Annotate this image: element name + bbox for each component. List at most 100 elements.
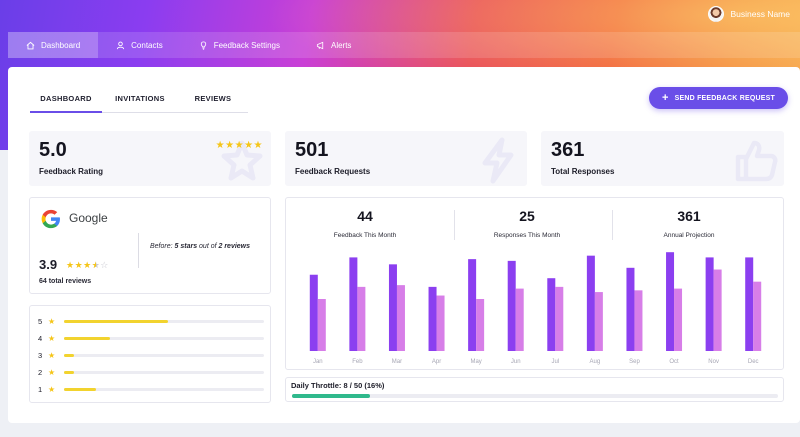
kpi-label: Annual Projection — [663, 232, 715, 239]
kpi-divider — [612, 210, 613, 240]
monthly-chart-card: 44 Feedback This Month 25 Responses This… — [285, 197, 784, 370]
daily-throttle: Daily Throttle: 8 / 50 (16%) — [285, 377, 784, 402]
kpi-responses-this-month: 25 Responses This Month — [452, 208, 602, 239]
bar-responses-mar[interactable] — [396, 285, 405, 351]
divider — [138, 233, 139, 268]
bar-responses-jul[interactable] — [555, 286, 564, 351]
before-reviews: 2 reviews — [218, 243, 251, 250]
nav-dashboard[interactable]: Dashboard — [8, 32, 99, 58]
rating-distribution-card: 5 ★ 4 ★ 3 ★ 2 ★ 1 ★ — [29, 305, 271, 403]
bar-requests-sep[interactable] — [626, 267, 635, 351]
before-prefix: Before: — [150, 243, 175, 250]
distribution-stars: 2 — [38, 367, 43, 377]
star-icon: ★ — [48, 384, 56, 394]
nav-contacts[interactable]: Contacts — [98, 32, 181, 58]
avatar[interactable] — [708, 6, 725, 22]
bar-responses-oct[interactable] — [674, 288, 683, 351]
nav-label: Dashboard — [41, 40, 81, 50]
send-feedback-request-label: SEND FEEDBACK REQUEST — [674, 94, 775, 102]
kpi-label: Responses This Month — [493, 232, 561, 239]
distribution-stars: 3 — [38, 350, 43, 360]
distribution-row-2: 2 ★ — [38, 367, 264, 377]
distribution-track — [64, 387, 264, 391]
bulb-icon — [200, 40, 206, 50]
bar-responses-feb[interactable] — [357, 286, 366, 351]
throttle-fill — [292, 394, 370, 398]
user-menu[interactable]: Business Name — [708, 6, 790, 22]
x-tick-label: Dec — [748, 359, 759, 365]
megaphone-icon — [316, 41, 324, 49]
google-reviews-card: Google Before: 5 stars out of 2 reviews … — [29, 197, 271, 294]
distribution-track — [64, 353, 264, 357]
bolt-decoration-icon — [482, 137, 514, 184]
x-tick-label: May — [470, 359, 481, 365]
bar-requests-jan[interactable] — [309, 274, 318, 351]
x-tick-label: Aug — [590, 359, 601, 365]
distribution-fill — [64, 353, 74, 357]
rating-stars: ★★★★★ — [215, 140, 263, 151]
rating-label: Feedback Rating — [39, 167, 104, 176]
nav-label: Feedback Settings — [213, 40, 280, 50]
throttle-track — [292, 394, 778, 398]
bar-requests-may[interactable] — [468, 259, 477, 351]
before-mid: out of — [197, 243, 219, 250]
bar-responses-aug[interactable] — [594, 292, 603, 351]
top-bar: Business Name — [0, 0, 800, 30]
bar-requests-jul[interactable] — [547, 278, 556, 351]
plus-icon: + — [662, 91, 669, 104]
bar-requests-mar[interactable] — [388, 264, 397, 351]
kpi-annual-projection: 361 Annual Projection — [614, 208, 764, 239]
x-tick-label: Oct — [669, 359, 679, 365]
tab-invitations[interactable]: INVITATIONS — [115, 94, 165, 103]
bar-requests-nov[interactable] — [705, 257, 714, 351]
google-rating-stars: ★★★★★☆ — [66, 260, 109, 270]
user-icon — [117, 41, 125, 49]
distribution-track — [64, 319, 264, 323]
kpi-value: 44 — [357, 208, 373, 224]
google-logo-icon — [41, 209, 60, 229]
distribution-fill — [64, 370, 74, 374]
google-rating-value: 3.9 — [39, 257, 58, 272]
bar-requests-oct[interactable] — [666, 252, 675, 351]
distribution-track — [64, 370, 264, 374]
kpi-divider — [454, 210, 455, 240]
before-reviews-note: Before: 5 stars out of 2 reviews — [150, 243, 250, 250]
tab-reviews[interactable]: REVIEWS — [194, 94, 232, 103]
distribution-row-5: 5 ★ — [38, 316, 264, 326]
bar-responses-jun[interactable] — [515, 288, 524, 351]
x-tick-label: Jun — [511, 359, 521, 365]
bar-requests-jun[interactable] — [507, 260, 516, 351]
bar-responses-apr[interactable] — [436, 295, 445, 351]
bar-requests-feb[interactable] — [349, 257, 358, 351]
main-nav: Dashboard Contacts Feedback Settings Ale… — [8, 32, 800, 58]
distribution-row-1: 1 ★ — [38, 384, 264, 394]
rating-value: 5.0 — [39, 139, 67, 161]
requests-label: Feedback Requests — [295, 167, 371, 176]
bar-responses-nov[interactable] — [713, 269, 722, 351]
stat-total-responses: 361 Total Responses — [541, 131, 784, 186]
google-name: Google — [69, 211, 108, 225]
x-tick-label: Jan — [313, 359, 323, 365]
business-name[interactable]: Business Name — [730, 9, 790, 19]
distribution-fill — [64, 336, 110, 340]
tab-dashboard[interactable]: DASHBOARD — [30, 90, 102, 113]
x-tick-label: Apr — [432, 359, 441, 365]
nav-alerts[interactable]: Alerts — [298, 32, 369, 58]
bar-requests-apr[interactable] — [428, 286, 437, 351]
bar-responses-jan[interactable] — [317, 299, 326, 351]
thumbs-up-decoration-icon — [735, 140, 778, 182]
distribution-fill — [64, 387, 96, 391]
nav-feedback-settings[interactable]: Feedback Settings — [181, 32, 298, 58]
kpi-label: Feedback This Month — [333, 232, 397, 239]
bar-requests-dec[interactable] — [745, 257, 754, 351]
stat-feedback-requests: 501 Feedback Requests — [285, 131, 527, 186]
monthly-bar-chart: Jan Feb Mar Apr May Jun Jul Aug Sep Oct Nov Dec — [309, 252, 762, 365]
star-icon: ★ — [48, 316, 56, 326]
bar-responses-may[interactable] — [476, 299, 485, 351]
nav-label: Contacts — [131, 40, 163, 50]
bar-responses-dec[interactable] — [753, 281, 762, 351]
bar-responses-sep[interactable] — [634, 290, 643, 351]
send-feedback-request-button[interactable]: + SEND FEEDBACK REQUEST — [649, 87, 788, 109]
bar-requests-aug[interactable] — [586, 255, 595, 351]
distribution-stars: 4 — [38, 333, 43, 343]
